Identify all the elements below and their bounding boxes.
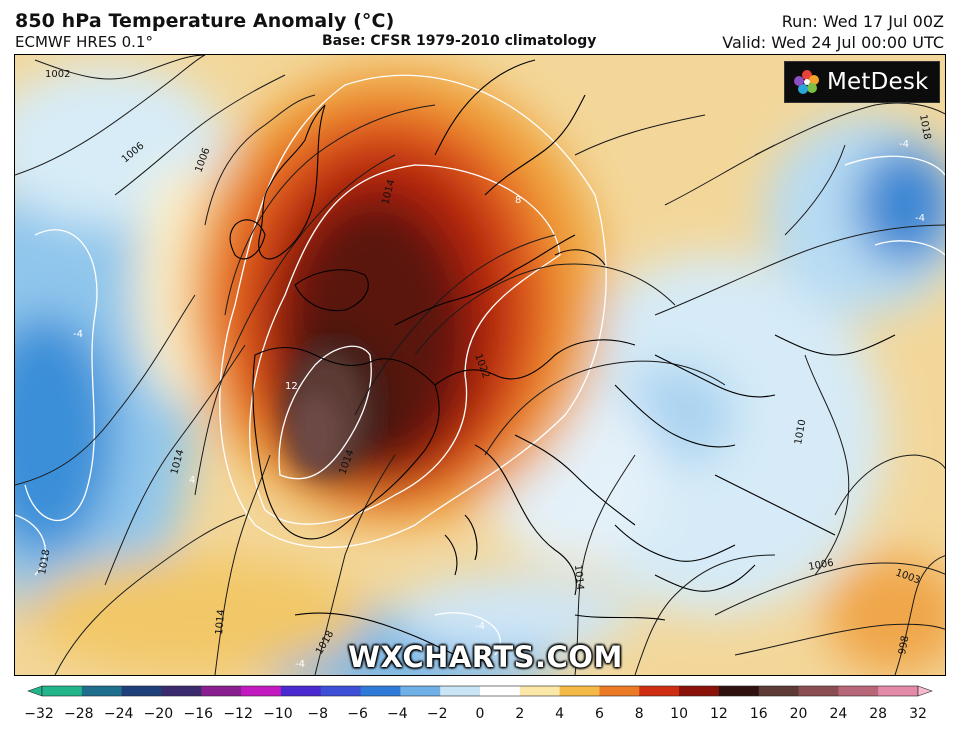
colorbar-segment — [42, 686, 83, 696]
anomaly-map: 1002 1006 1006 1014 1014 1018 1014 1014 … — [14, 54, 946, 676]
colorbar-segment — [360, 686, 401, 696]
colorbar-tick-label: 16 — [750, 706, 768, 722]
colorbar-tick-label: 6 — [595, 706, 604, 722]
model-label: ECMWF HRES 0.1° — [15, 33, 153, 51]
run-time-label: Run: Wed 17 Jul 00Z — [781, 12, 944, 31]
colorbar-tick-label: 20 — [790, 706, 808, 722]
colorbar-segment — [161, 686, 202, 696]
anomaly-label: -4 — [475, 621, 485, 632]
isobar-label: 1018 — [37, 549, 52, 576]
colorbar-tick-label: −4 — [387, 706, 408, 722]
isobar-label: 1010 — [793, 419, 808, 446]
colorbar-segment — [201, 686, 242, 696]
colorbar-segment — [440, 686, 481, 696]
isobars — [15, 55, 945, 675]
anomaly-labels: -4 -4 -4 -4 4 8 12 -4 — [73, 139, 925, 670]
colorbar-segment — [639, 686, 680, 696]
colorbar-left-arrow — [27, 685, 43, 697]
isobar-label: 1002 — [45, 69, 70, 80]
anomaly-label: -4 — [915, 213, 925, 224]
anomaly-label: -4 — [899, 139, 909, 150]
colorbar-segment — [280, 686, 322, 696]
isobar-label: 1014 — [572, 564, 585, 590]
chart-title: 850 hPa Temperature Anomaly (°C) — [15, 10, 395, 32]
anomaly-label: 12 — [285, 381, 298, 392]
isobar-label: 1018 — [917, 114, 932, 141]
colorbar-tick-label: 0 — [476, 706, 485, 722]
colorbar-segment — [400, 686, 441, 696]
colorbar-segment — [718, 686, 760, 696]
colorbar-tick-label: −24 — [104, 706, 134, 722]
colorbar-segment — [519, 686, 561, 696]
anomaly-contours — [15, 74, 945, 656]
anomaly-field — [15, 65, 945, 675]
colorbar-segment — [241, 686, 282, 696]
colorbar-tick-label: 8 — [635, 706, 644, 722]
anomaly-label: -4 — [73, 329, 83, 340]
colorbar-tick-label: 28 — [869, 706, 887, 722]
valid-time-label: Valid: Wed 24 Jul 00:00 UTC — [722, 33, 944, 52]
isobar-label: 1014 — [214, 609, 227, 635]
anomaly-label: -4 — [295, 659, 305, 670]
colorbar-tick-label: 2 — [515, 706, 524, 722]
colorbar-right-arrow — [917, 685, 933, 697]
colorbar-tick-label: −16 — [183, 706, 213, 722]
isobar-label: 1006 — [808, 558, 835, 573]
colorbar-tick-label: −10 — [263, 706, 293, 722]
colorbar-tick-label: −32 — [24, 706, 54, 722]
colorbar-tick-label: −12 — [223, 706, 253, 722]
colorbar-segment — [758, 686, 800, 696]
colorbar-tick-label: −6 — [347, 706, 368, 722]
colorbar-tick-label: 24 — [829, 706, 847, 722]
climatology-base-label: Base: CFSR 1979-2010 climatology — [322, 33, 597, 49]
colorbar-tick-label: 32 — [909, 706, 927, 722]
colorbar-tick-label: −28 — [64, 706, 94, 722]
colorbar-tick-label: −8 — [307, 706, 328, 722]
colorbar-tick-label: −20 — [144, 706, 174, 722]
metdesk-logo: MetDesk — [784, 61, 940, 103]
colorbar-tick-label: 10 — [670, 706, 688, 722]
colorbar-segment — [81, 686, 123, 696]
colorbar-tick-label: 4 — [555, 706, 564, 722]
coastlines — [229, 59, 896, 656]
colorbar-segments — [27, 685, 933, 697]
colorbar-segment — [878, 686, 919, 696]
colorbar-segment — [480, 686, 521, 696]
colorbar: −32 −28 −24 −20 −16 −12 −10 −8 −6 −4 −2 0 2 4 6 8 10 12 16… — [24, 685, 933, 722]
colorbar-segment — [559, 686, 600, 696]
metdesk-logo-icon — [794, 70, 819, 94]
anomaly-label: 4 — [189, 475, 195, 486]
isobar-label: 998 — [897, 635, 911, 656]
colorbar-tick-label: −2 — [427, 706, 448, 722]
colorbar-segment — [320, 686, 362, 696]
anomaly-core — [285, 351, 369, 475]
colorbar-ticks: −32 −28 −24 −20 −16 −12 −10 −8 −6 −4 −2 0 2 4 6 8 10 12 16… — [24, 706, 927, 722]
colorbar-segment — [798, 686, 839, 696]
colorbar-segment — [599, 686, 640, 696]
metdesk-logo-text: MetDesk — [827, 69, 929, 95]
anomaly-label: 8 — [515, 195, 521, 206]
colorbar-tick-label: 12 — [710, 706, 728, 722]
map-canvas: 1002 1006 1006 1014 1014 1018 1014 1014 … — [15, 55, 945, 675]
colorbar-segment — [838, 686, 879, 696]
colorbar-segment — [121, 686, 162, 696]
colorbar-segment — [679, 686, 720, 696]
wxcharts-watermark: WXCHARTS.COM — [348, 640, 623, 674]
